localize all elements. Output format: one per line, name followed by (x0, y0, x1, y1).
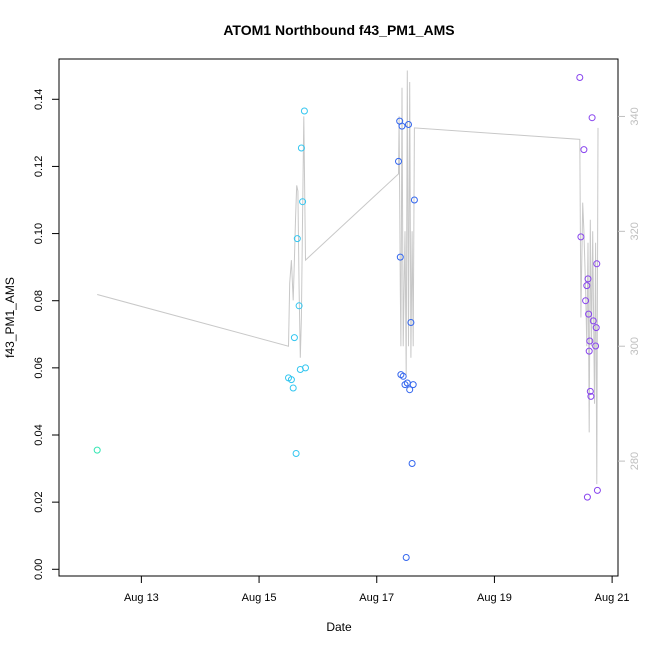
data-point-17 (398, 122, 406, 130)
x-tick-label: Aug 17 (359, 592, 394, 604)
data-point-2 (287, 376, 295, 384)
y-axis-left: 0.00 0.02 0.04 0.06 0.08 0.10 0.12 0.14 (33, 89, 60, 580)
data-point-7 (295, 302, 303, 310)
data-point-31 (582, 297, 590, 305)
scatter-points (93, 74, 601, 561)
x-tick-label: Aug 21 (595, 592, 630, 604)
y-axis-right: 280 300 320 340 (618, 107, 641, 470)
x-tick-label: Aug 15 (242, 592, 277, 604)
data-point-26 (409, 381, 417, 389)
chart-title: ATOM1 Northbound f43_PM1_AMS (223, 22, 454, 38)
y-tick-label: 0.06 (33, 357, 45, 378)
data-point-10 (299, 198, 307, 206)
data-point-36 (585, 347, 593, 355)
secondary-series-line (97, 70, 599, 485)
data-point-24 (407, 319, 415, 326)
data-point-15 (396, 253, 404, 261)
data-point-37 (586, 337, 594, 345)
data-point-43 (592, 324, 600, 332)
data-point-33 (583, 493, 591, 501)
data-point-44 (593, 260, 601, 268)
data-point-11 (300, 107, 308, 115)
data-point-5 (292, 450, 300, 457)
data-point-30 (580, 146, 588, 154)
x-axis: Aug 13 Aug 15 Aug 17 Aug 19 Aug 21 (124, 575, 630, 604)
y-tick-label: 0.02 (33, 491, 45, 512)
data-point-41 (589, 317, 597, 325)
data-point-40 (588, 114, 596, 122)
data-point-38 (586, 387, 594, 395)
data-point-29 (577, 233, 585, 241)
x-tick-label: Aug 19 (477, 592, 512, 604)
y-tick-label: 0.04 (33, 424, 45, 445)
data-point-0 (93, 446, 101, 454)
data-point-34 (584, 275, 592, 283)
data-point-18 (399, 372, 407, 380)
y2-tick-label: 280 (629, 452, 641, 470)
data-point-6 (293, 235, 301, 243)
data-point-27 (410, 196, 418, 204)
y-tick-label: 0.00 (33, 559, 45, 580)
data-point-45 (593, 486, 601, 494)
data-point-22 (405, 121, 412, 128)
y-tick-label: 0.14 (33, 89, 45, 110)
data-point-20 (402, 554, 410, 561)
y2-tick-label: 320 (629, 222, 641, 240)
y2-tick-label: 300 (629, 337, 641, 355)
data-point-4 (290, 334, 298, 342)
data-point-28 (576, 74, 584, 81)
data-point-9 (297, 144, 305, 152)
x-tick-label: Aug 13 (124, 592, 159, 604)
y-tick-label: 0.10 (33, 223, 45, 244)
data-point-35 (585, 310, 593, 318)
y-tick-label: 0.08 (33, 290, 45, 311)
data-point-25 (408, 460, 416, 467)
secondary-line-path (97, 70, 599, 485)
x-axis-label: Date (326, 620, 352, 634)
data-point-13 (395, 157, 402, 165)
data-point-23 (406, 386, 414, 394)
data-point-12 (302, 364, 309, 372)
data-point-3 (289, 384, 297, 392)
y-axis-label: f43_PM1_AMS (3, 277, 17, 358)
y-tick-label: 0.12 (33, 156, 45, 177)
y2-tick-label: 340 (629, 107, 641, 125)
data-point-39 (587, 392, 595, 400)
data-point-42 (592, 342, 600, 350)
data-point-32 (583, 282, 591, 290)
